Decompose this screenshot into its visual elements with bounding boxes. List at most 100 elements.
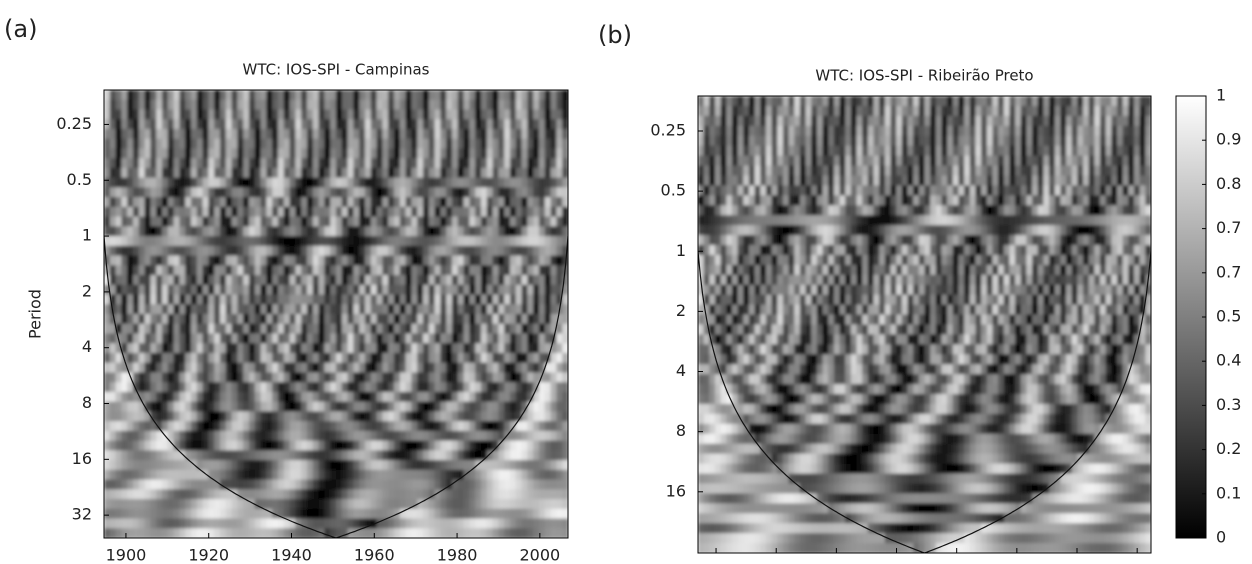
heatmap-cell (341, 352, 349, 364)
heatmap-cell (243, 508, 250, 520)
heatmap-cell (376, 119, 383, 130)
heatmap-cell (811, 483, 818, 494)
heatmap-cell (347, 430, 354, 442)
heatmap-cell (748, 115, 756, 127)
heatmap-cell (243, 90, 250, 101)
heatmap-cell (799, 364, 807, 375)
heatmap-cell (214, 450, 221, 461)
heatmap-cell (179, 352, 186, 364)
heatmap-cell (185, 304, 192, 315)
heatmap-cell (283, 119, 291, 130)
heatmap-cell (411, 460, 418, 471)
heatmap-cell (457, 411, 465, 422)
heatmap-cell (440, 372, 447, 383)
heatmap-cell (272, 430, 279, 442)
heatmap-cell (220, 460, 227, 471)
heatmap-cell (411, 284, 418, 296)
heatmap-cell (138, 294, 146, 305)
heatmap-cell (828, 443, 835, 455)
heatmap-cell (231, 489, 238, 500)
heatmap-cell (550, 167, 557, 179)
heatmap-cell (167, 236, 175, 247)
heatmap-cell (816, 344, 824, 355)
heatmap-cell (794, 543, 801, 553)
heatmap-cell (179, 90, 186, 101)
heatmap-cell (185, 158, 192, 169)
heatmap-cell (167, 460, 175, 471)
heatmap-cell (382, 421, 389, 432)
heatmap-cell (365, 343, 372, 354)
heatmap-cell (463, 528, 470, 538)
heatmap-cell (162, 508, 169, 520)
heatmap-cell (312, 148, 320, 159)
heatmap-cell (272, 284, 279, 296)
heatmap-cell (463, 460, 470, 471)
heatmap-cell (173, 489, 180, 500)
heatmap-cell (515, 187, 523, 198)
heatmap-cell (359, 109, 366, 120)
heatmap-cell (220, 284, 227, 296)
heatmap-cell (714, 473, 722, 485)
heatmap-cell (307, 245, 314, 257)
heatmap-cell (475, 148, 482, 159)
heatmap-cell (428, 177, 436, 188)
heatmap-cell (405, 499, 412, 510)
heatmap-cell (799, 294, 807, 306)
heatmap-cell (353, 508, 360, 520)
heatmap-cell (434, 372, 441, 383)
heatmap-cell (805, 443, 812, 455)
heatmap-cell (720, 225, 727, 236)
heatmap-cell (353, 469, 360, 481)
heatmap-cell (737, 96, 744, 107)
heatmap-cell (196, 109, 204, 120)
heatmap-cell (539, 430, 546, 442)
heatmap-cell (220, 119, 227, 130)
heatmap-cell (156, 265, 163, 276)
heatmap-cell (225, 119, 233, 130)
heatmap-cell (220, 528, 227, 538)
heatmap-cell (556, 265, 563, 276)
heatmap-cell (202, 314, 209, 325)
heatmap-cell (417, 362, 424, 374)
heatmap-cell (382, 128, 389, 140)
heatmap-cell (382, 411, 389, 422)
heatmap-cell (457, 187, 465, 198)
heatmap-cell (703, 334, 710, 345)
heatmap-cell (811, 493, 818, 504)
heatmap-cell (133, 352, 140, 364)
heatmap-cell (249, 323, 256, 335)
heatmap-cell (260, 430, 267, 442)
heatmap-cell (347, 167, 354, 179)
heatmap-cell (481, 391, 488, 403)
heatmap-cell (301, 119, 308, 130)
heatmap-cell (423, 314, 430, 325)
heatmap-cell (353, 421, 360, 432)
heatmap-cell (731, 473, 739, 485)
heatmap-cell (318, 343, 325, 354)
heatmap-cell (463, 323, 470, 335)
heatmap-cell (173, 450, 180, 461)
heatmap-cell (811, 334, 818, 345)
heatmap-cell (839, 374, 846, 385)
heatmap-cell (521, 469, 528, 481)
heatmap-cell (777, 96, 784, 107)
heatmap-cell (481, 275, 488, 286)
heatmap-cell (266, 518, 273, 529)
heatmap-cell (365, 187, 372, 198)
heatmap-cell (173, 255, 180, 266)
heatmap-cell (237, 90, 244, 101)
heatmap-cell (498, 187, 505, 198)
heatmap-cell (423, 430, 430, 442)
heatmap-cell (376, 352, 383, 364)
y-tick-label: 2 (82, 281, 92, 300)
heatmap-cell (295, 216, 302, 227)
heatmap-cell (382, 177, 389, 188)
heatmap-cell (731, 493, 739, 504)
heatmap-cell (283, 167, 291, 179)
heatmap-cell (440, 343, 447, 354)
heatmap-cell (492, 109, 499, 120)
heatmap-cell (748, 195, 756, 206)
heatmap-cell (527, 450, 534, 461)
heatmap-cell (411, 255, 418, 266)
heatmap-cell (208, 508, 215, 520)
